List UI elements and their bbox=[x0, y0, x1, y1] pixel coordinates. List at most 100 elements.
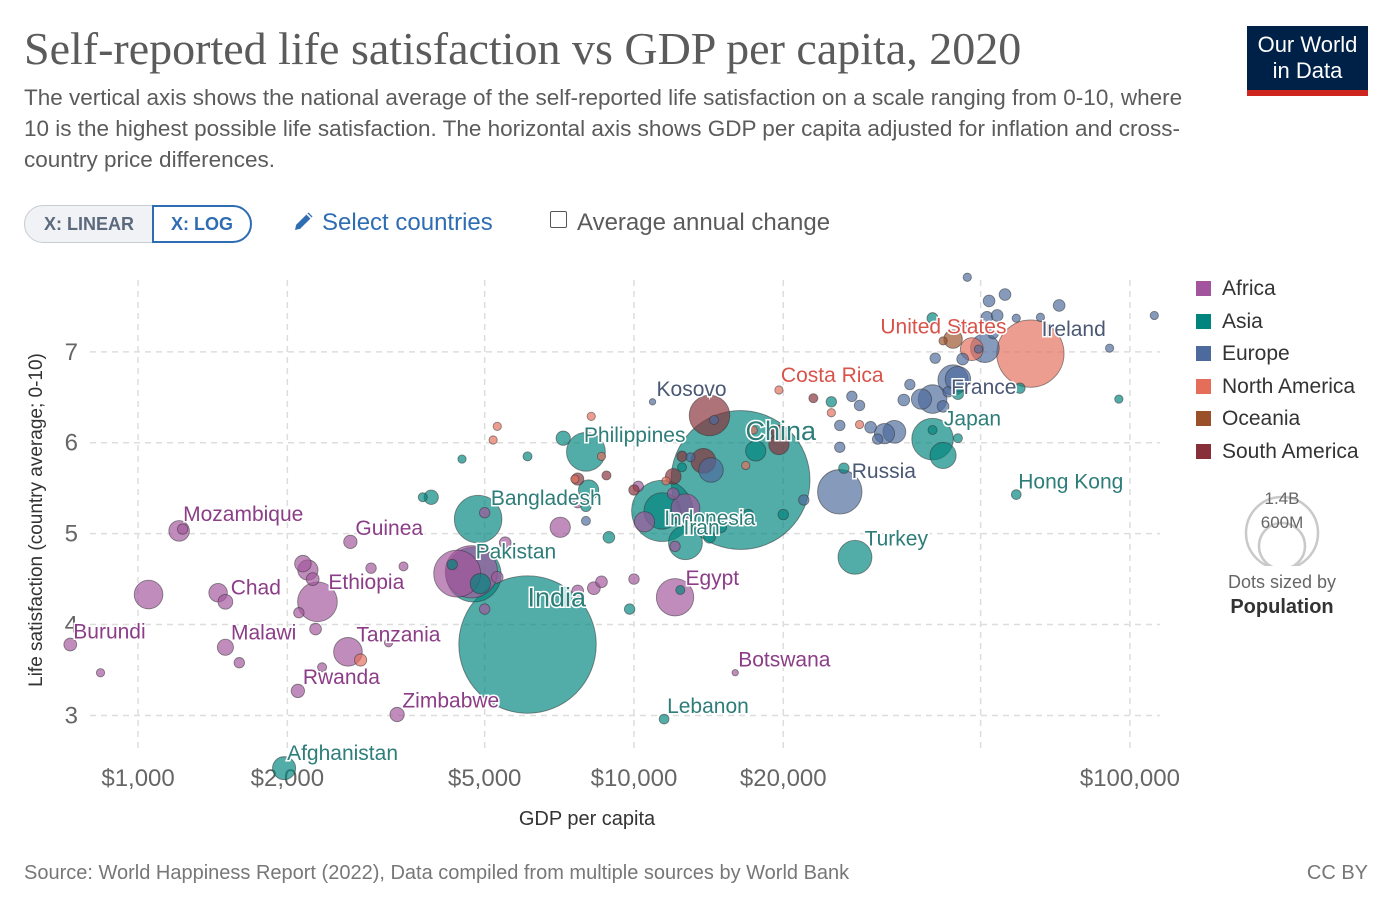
data-point bbox=[777, 508, 789, 521]
point-label: Afghanistan bbox=[287, 742, 398, 765]
point-ireland bbox=[1104, 343, 1115, 353]
data-point bbox=[904, 378, 916, 391]
point-label: India bbox=[528, 583, 588, 613]
y-axis-label: Life satisfaction (country average; 0-10… bbox=[26, 353, 47, 687]
data-point bbox=[628, 484, 640, 496]
point-burundi bbox=[63, 637, 78, 652]
point-turkey bbox=[837, 539, 873, 575]
data-point bbox=[834, 441, 846, 453]
size-legend: 1.4B 600M bbox=[1212, 486, 1352, 566]
data-point bbox=[926, 312, 939, 325]
pencil-icon bbox=[295, 212, 313, 230]
data-point bbox=[669, 540, 681, 553]
legend-label: South America bbox=[1222, 439, 1359, 463]
data-point bbox=[910, 388, 933, 410]
y-tick-label: 5 bbox=[65, 521, 78, 548]
data-point bbox=[309, 622, 322, 636]
data-point bbox=[956, 352, 969, 366]
data-point bbox=[952, 433, 963, 444]
point-zimbabwe bbox=[389, 706, 405, 723]
data-point bbox=[549, 516, 571, 538]
legend-item-asia[interactable]: Asia bbox=[1196, 310, 1263, 340]
point-label: China bbox=[746, 416, 818, 446]
data-point bbox=[317, 662, 328, 673]
data-point bbox=[293, 607, 305, 619]
size-legend-caption: Dots sized by Population bbox=[1212, 570, 1352, 620]
data-point bbox=[748, 425, 758, 435]
data-point bbox=[741, 460, 751, 471]
x-log-button[interactable]: X: LOG bbox=[152, 205, 252, 243]
data-point bbox=[973, 344, 984, 354]
axis-labels: 34567$1,000$2,000$5,000$10,000$20,000$10… bbox=[26, 339, 1180, 830]
point-label: Mozambique bbox=[183, 503, 303, 526]
legend-item-oceania[interactable]: Oceania bbox=[1196, 407, 1300, 437]
legend-item-south-america[interactable]: South America bbox=[1196, 440, 1359, 470]
legend-item-africa[interactable]: Africa bbox=[1196, 277, 1276, 307]
data-point bbox=[990, 309, 1004, 322]
point-label: Guinea bbox=[355, 517, 423, 540]
data-point bbox=[353, 653, 368, 667]
data-point bbox=[95, 668, 106, 678]
point-label: Rwanda bbox=[303, 666, 380, 689]
data-point bbox=[417, 492, 428, 503]
data-point bbox=[586, 411, 596, 421]
chart-title: Self-reported life satisfaction vs GDP p… bbox=[24, 23, 1022, 74]
select-countries-button[interactable]: Select countries bbox=[292, 209, 493, 237]
data-point bbox=[670, 493, 701, 523]
point-rwanda bbox=[290, 683, 305, 699]
data-point bbox=[770, 424, 785, 439]
average-annual-change-toggle[interactable]: Average annual change bbox=[550, 209, 830, 237]
data-point bbox=[854, 419, 865, 430]
data-point bbox=[982, 294, 996, 308]
data-point bbox=[938, 336, 948, 346]
data-point bbox=[808, 393, 819, 404]
data-point bbox=[709, 415, 719, 425]
point-label: Philippines bbox=[584, 424, 686, 447]
data-point bbox=[580, 500, 592, 513]
data-point bbox=[628, 573, 640, 585]
data-point bbox=[633, 511, 656, 533]
legend-item-europe[interactable]: Europe bbox=[1196, 342, 1290, 372]
average-annual-change-label: Average annual change bbox=[577, 209, 831, 236]
legend-item-north-america[interactable]: North America bbox=[1196, 375, 1355, 405]
data-point bbox=[595, 575, 608, 589]
point-hong-kong bbox=[1010, 489, 1022, 500]
point-philippines bbox=[566, 431, 606, 472]
point-label: Chad bbox=[231, 576, 281, 599]
data-point bbox=[871, 433, 884, 445]
data-point bbox=[623, 603, 636, 615]
data-point bbox=[492, 421, 502, 431]
average-annual-change-checkbox[interactable] bbox=[550, 211, 567, 228]
point-bangladesh bbox=[453, 494, 503, 544]
data-point bbox=[897, 393, 911, 407]
y-tick-label: 6 bbox=[65, 430, 78, 457]
x-tick-label: $20,000 bbox=[740, 765, 827, 792]
data-point bbox=[596, 451, 607, 461]
legend-swatch bbox=[1196, 346, 1211, 361]
legend-swatch bbox=[1196, 281, 1211, 296]
size-legend-large-label: 1.4B bbox=[1265, 489, 1300, 508]
owid-logo[interactable]: Our World in Data bbox=[1247, 26, 1368, 96]
data-point bbox=[661, 476, 671, 486]
license-link[interactable]: CC BY bbox=[1306, 862, 1368, 884]
size-caption-text: Dots sized by bbox=[1227, 572, 1337, 592]
data-point bbox=[233, 657, 245, 669]
data-point bbox=[1014, 382, 1026, 394]
data-point bbox=[998, 288, 1012, 301]
data-point bbox=[745, 440, 767, 462]
x-tick-label: $100,000 bbox=[1080, 765, 1180, 792]
y-tick-label: 7 bbox=[65, 339, 78, 366]
point-label: Hong Kong bbox=[1018, 471, 1123, 494]
data-point bbox=[962, 272, 972, 282]
point-kosovo bbox=[648, 398, 657, 406]
data-point bbox=[1011, 313, 1021, 323]
point-lebanon bbox=[658, 713, 670, 725]
x-linear-button[interactable]: X: LINEAR bbox=[44, 214, 134, 234]
point-label: Russia bbox=[852, 460, 917, 483]
logo-line-1: Our World bbox=[1257, 32, 1358, 57]
point-label: Lebanon bbox=[667, 695, 749, 718]
data-point bbox=[469, 573, 491, 595]
legend-swatch bbox=[1196, 378, 1211, 394]
data-point bbox=[825, 396, 838, 408]
point-botswana bbox=[731, 669, 739, 677]
